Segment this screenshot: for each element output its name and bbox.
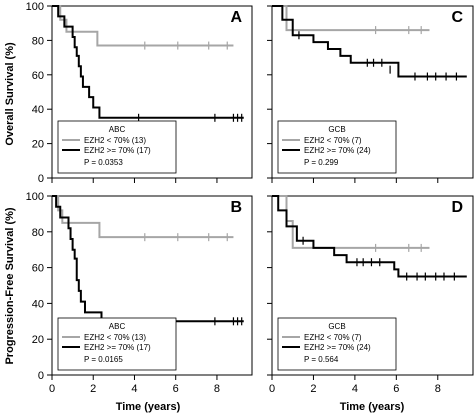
xlabel-right: Time (years) [340,401,405,413]
panel-label-a: A [230,9,242,26]
ylabel-progression-free-survival: Progression-Free Survival (%) [4,207,16,364]
y-tick-label: 100 [26,191,44,203]
km-curve-series-high [52,195,244,323]
legend-box [277,317,397,371]
km-curve-series-low [52,195,234,239]
km-curve-series-high [272,195,467,278]
legend-entry: EZH2 < 70% (7) [304,333,362,342]
x-tick-label: 0 [49,383,55,395]
legend-entry: EZH2 >= 70% (17) [84,343,151,352]
km-curve-series-high [52,5,244,119]
legend-a: ABC EZH2 < 70% (13)EZH2 >= 70% (17) P = 0.… [57,120,177,174]
x-tick-label: 2 [90,383,96,395]
x-tick-label: 4 [131,383,137,395]
x-tick-label: 4 [352,383,358,395]
panel-label-c: C [451,9,463,26]
legend-title: GCB [328,125,345,134]
y-tick-label: 60 [32,70,44,82]
x-tick-label: 6 [393,383,399,395]
legend-entry: EZH2 >= 70% (24) [304,343,371,352]
legend-entry: EZH2 >= 70% (17) [84,146,151,155]
legend-pvalue: P = 0.0165 [84,355,123,364]
legend-box [57,120,177,174]
legend-entry: EZH2 >= 70% (24) [304,146,371,155]
x-tick-label: 6 [173,383,179,395]
legend-box [277,120,397,174]
legend-entry: EZH2 < 70% (13) [84,333,146,342]
y-tick-label: 40 [32,298,44,310]
legend-title: ABC [109,125,126,134]
y-tick-label: 0 [38,370,44,382]
legend-title: GCB [328,322,345,331]
legend-pvalue: P = 0.0353 [84,158,123,167]
legend-box [57,317,177,371]
panel-label-b: B [230,199,242,216]
panel-d: 0 2 4 6 8 D GCB EZH2 < 70% (7)EZH2 >= 70% (24) P… [267,195,474,395]
x-tick-label: 8 [435,383,441,395]
y-tick-label: 40 [32,104,44,116]
y-tick-label: 20 [32,334,44,346]
y-tick-label: 80 [32,35,44,47]
panel-a: 0 20 40 60 80 100 A ABC EZH2 < 70% (13)EZH2 >= 7… [26,1,253,185]
legend-entry: EZH2 < 70% (13) [84,136,146,145]
legend-entry: EZH2 < 70% (7) [304,136,362,145]
panel-label-d: D [451,199,463,216]
plot-frame-a [51,5,253,179]
xlabel-left: Time (years) [116,401,181,413]
plot-frame-c [271,5,474,179]
ylabel-overall-survival: Overall Survival (%) [4,42,16,146]
km-curve-series-high [272,5,467,78]
legend-b: ABC EZH2 < 70% (13)EZH2 >= 70% (17) P = 0.… [57,317,177,371]
legend-c: GCB EZH2 < 70% (7)EZH2 >= 70% (24) P = 0.2… [277,120,397,174]
plot-frame-d [271,195,474,376]
y-tick-label: 60 [32,263,44,275]
x-tick-label: 0 [269,383,275,395]
legend-title: ABC [109,322,126,331]
y-tick-label: 100 [26,1,44,13]
y-tick-label: 80 [32,227,44,239]
y-tick-label: 20 [32,139,44,151]
km-curve-series-low [272,5,430,32]
x-tick-label: 2 [310,383,316,395]
km-curve-series-low [272,195,430,249]
panel-c: C GCB EZH2 < 70% (7)EZH2 >= 70% (24) P = 0.… [267,5,474,183]
panel-b: 0 20 40 60 80 100 0 2 4 6 8 B ABC EZH2 < 70% (13)EZH2… [26,191,253,395]
legend-d: GCB EZH2 < 70% (7)EZH2 >= 70% (24) P = 0.5… [277,317,397,371]
legend-pvalue: P = 0.299 [304,158,339,167]
x-tick-label: 8 [214,383,220,395]
legend-pvalue: P = 0.564 [304,355,339,364]
plot-frame-b [51,195,253,376]
y-tick-label: 0 [38,173,44,185]
km-curve-series-low [52,5,234,47]
